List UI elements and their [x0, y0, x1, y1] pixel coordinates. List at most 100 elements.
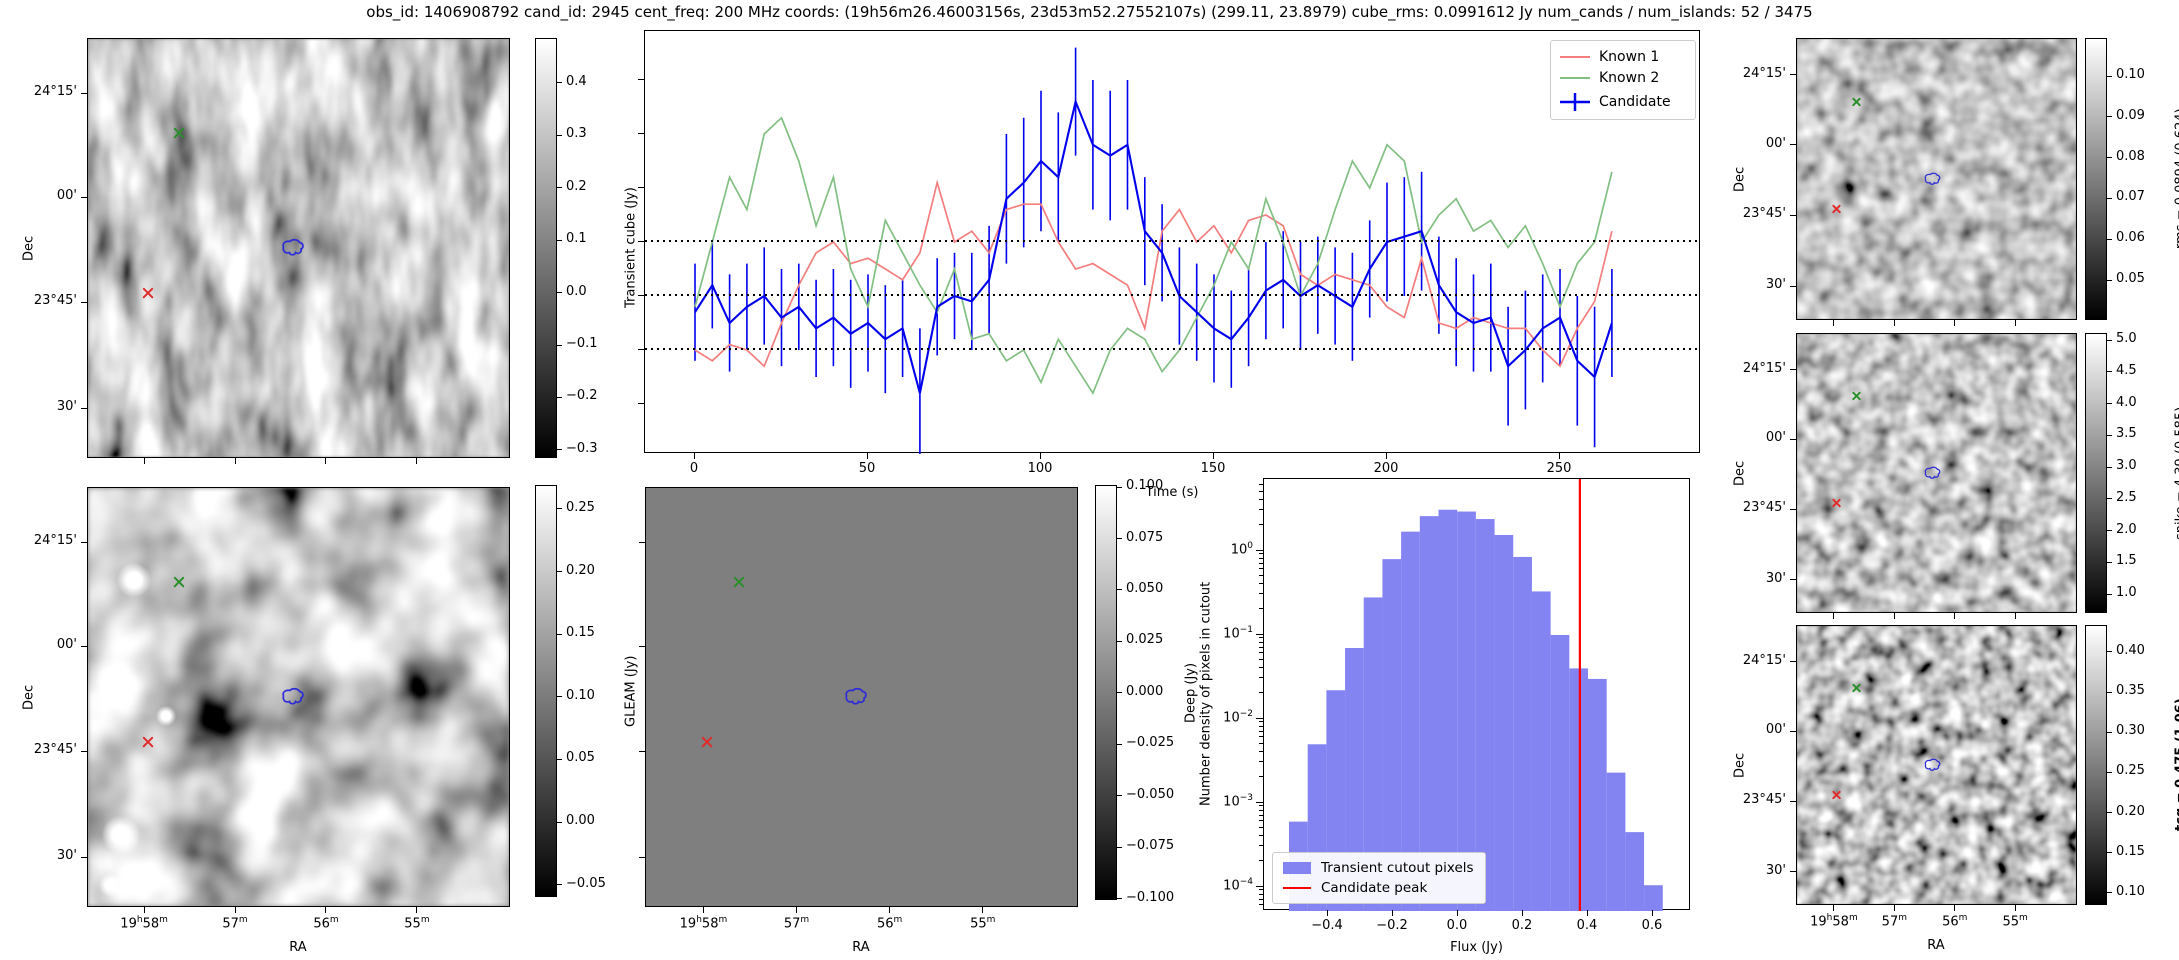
transient-cube-colorbar-label: Transient cube (Jy) [623, 187, 639, 309]
candidate-contour-marker [280, 687, 306, 707]
time-tick [1385, 453, 1387, 459]
colorbar-tick-label: 0.1 [566, 231, 587, 247]
density-minor-tick [1259, 750, 1263, 752]
ra-tick-label: 55m [1980, 913, 2050, 929]
ra-tick [234, 907, 236, 913]
ra-superscript: m [1958, 913, 1968, 923]
dec-tick [1790, 144, 1796, 146]
deep-colorbar [1095, 485, 1117, 900]
dec-tick [1790, 871, 1796, 873]
colorbar-tick-label: 4.5 [2116, 362, 2137, 378]
ra-tick-label: 19h58m [668, 915, 738, 931]
colorbar-tick [557, 508, 562, 510]
flux-tick [638, 78, 644, 80]
colorbar-tick-label: 0.000 [1126, 683, 1164, 699]
density-minor-tick [1259, 721, 1263, 723]
colorbar-tick [2107, 434, 2112, 436]
ra-superscript: m [1898, 913, 1907, 923]
colorbar-tick [1117, 538, 1122, 540]
ra-superscript: m [893, 915, 903, 925]
ra-tick [325, 458, 327, 464]
peak-line-swatch [1281, 885, 1313, 891]
histogram-legend: Transient cutout pixels Candidate peak [1272, 852, 1486, 904]
density-minor-tick [1259, 641, 1263, 643]
colorbar-tick-label: 0.05 [2116, 271, 2145, 287]
ra-text: 58 [701, 916, 719, 932]
spike-colorbar [2085, 333, 2107, 613]
colorbar-tick [2107, 371, 2112, 373]
time-tick-label: 100 [1027, 461, 1053, 476]
dec-tick-label: 24°15' [33, 533, 77, 549]
dec-tick [1790, 661, 1796, 663]
ra-axis-label: RA [852, 940, 870, 955]
ra-tick [234, 458, 236, 464]
bright-source-blob [101, 815, 140, 854]
dec-axis-label: Dec [21, 235, 37, 261]
density-minor-tick [1259, 761, 1263, 763]
density-minor-tick [1259, 826, 1263, 828]
density-tick-text: −4 [1239, 877, 1253, 887]
known1-position-marker [1831, 203, 1842, 214]
density-minor-tick [1259, 582, 1263, 584]
flux-tick-label: 0.2 [1511, 918, 1533, 933]
legend-label: Transient cutout pixels [1321, 859, 1474, 876]
density-minor-tick [1259, 490, 1263, 492]
flux-tick-label: 0.4 [1576, 918, 1598, 933]
flux-tick-label: 0.6 [1641, 918, 1663, 933]
colorbar-tick [2107, 403, 2112, 404]
flux-tick [638, 132, 644, 134]
density-minor-tick [1259, 893, 1263, 895]
ra-tick-label: 19h58m [109, 915, 179, 931]
colorbar-tick-label: 0.20 [2116, 803, 2145, 819]
dec-tick [81, 541, 87, 543]
flux-tick [638, 348, 644, 350]
known1-position-marker [1831, 789, 1842, 800]
dec-tick [1790, 214, 1796, 216]
dec-tick [81, 856, 87, 858]
ra-tick [796, 907, 798, 913]
colorbar-tick-label: 0.100 [1126, 478, 1164, 494]
dec-tick-label: 00' [1765, 135, 1786, 151]
flux-tick [1326, 910, 1328, 916]
figure-title: obs_id: 1406908792 cand_id: 2945 cent_fr… [366, 3, 1813, 21]
colorbar-tick [557, 292, 562, 294]
colorbar-tick-label: 0.4 [566, 73, 587, 89]
density-tick-text: −3 [1239, 793, 1253, 803]
density-minor-tick [1259, 557, 1263, 559]
colorbar-tick [1117, 692, 1122, 694]
ra-tick [1893, 905, 1895, 911]
colorbar-tick [557, 633, 562, 635]
density-tick [1256, 633, 1263, 635]
flux-tick [638, 294, 644, 296]
density-minor-tick [1259, 809, 1263, 811]
ra-tick [1833, 320, 1835, 326]
dec-tick [81, 407, 87, 409]
time-tick-label: 250 [1546, 461, 1572, 476]
ra-superscript: m [1848, 913, 1858, 923]
dec-tick [1790, 369, 1796, 371]
known2-position-marker [1851, 97, 1862, 108]
colorbar-tick-label: −0.025 [1126, 735, 1175, 751]
colorbar-tick [557, 187, 562, 189]
density-minor-tick [1259, 524, 1263, 526]
colorbar-tick [2107, 116, 2112, 118]
known1-position-marker [1831, 497, 1842, 508]
ra-text: 56 [1942, 914, 1959, 930]
colorbar-tick [2107, 852, 2112, 854]
colorbar-tick-label: 0.10 [2116, 883, 2145, 899]
legend-entry-candidate-peak: Candidate peak [1281, 880, 1477, 896]
bright-source-blob [117, 562, 152, 597]
rms-colorbar-label: rms = 0.0894 (0.624) [2173, 108, 2179, 250]
density-minor-tick [1259, 498, 1263, 500]
spike-noise-texture [1797, 334, 2076, 612]
ra-text: 19 [679, 916, 697, 932]
colorbar-tick [2107, 731, 2112, 733]
colorbar-tick [2107, 651, 2112, 653]
ra-tick-label: 56m [1920, 913, 1990, 929]
colorbar-tick [2107, 466, 2112, 468]
colorbar-tick [557, 82, 562, 84]
colorbar-tick-label: 0.075 [1126, 529, 1164, 545]
colorbar-tick-label: −0.050 [1126, 786, 1175, 802]
time-axis-label: Time (s) [1145, 485, 1199, 500]
